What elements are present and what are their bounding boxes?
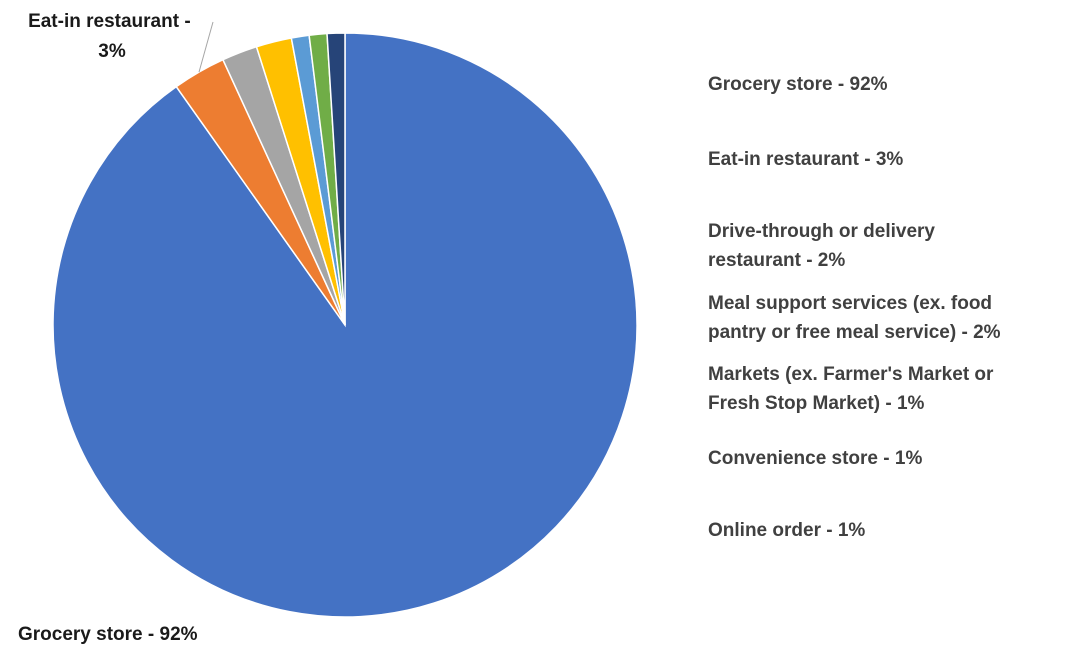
legend-swatch-markets	[688, 367, 702, 381]
legend-item-meal-support: Meal support services (ex. food pantry o…	[688, 289, 1073, 347]
legend-item-convenience-store: Convenience store - 1%	[688, 444, 1073, 473]
legend-label-drive-through: Drive-through or delivery restaurant - 2…	[708, 217, 1073, 275]
legend-label-online-order: Online order - 1%	[708, 520, 866, 541]
data-label-eat-in-restaurant: Eat-in restaurant - 3%	[28, 11, 196, 62]
legend-label-grocery-store: Grocery store - 92%	[708, 74, 888, 95]
legend-swatch-drive-through	[688, 224, 702, 238]
legend-swatch-convenience-store	[688, 451, 702, 465]
legend-swatch-meal-support	[688, 296, 702, 310]
legend-item-markets: Markets (ex. Farmer's Market or Fresh St…	[688, 360, 1073, 418]
legend-label-convenience-store: Convenience store - 1%	[708, 448, 923, 469]
legend-item-eat-in-restaurant: Eat-in restaurant - 3%	[688, 145, 1073, 174]
pie-slices	[52, 32, 638, 618]
legend-item-online-order: Online order - 1%	[688, 516, 1073, 545]
legend-label-line: Meal support services (ex. food	[708, 293, 993, 314]
legend-swatch-online-order	[688, 523, 702, 537]
legend-swatch-eat-in-restaurant	[688, 152, 702, 166]
eat-in-restaurant-leader-line	[198, 21, 214, 73]
data-label-grocery-store: Grocery store - 92%	[18, 624, 198, 645]
legend-label-line: Fresh Stop Market) - 1%	[708, 393, 925, 414]
legend-label-markets: Markets (ex. Farmer's Market or Fresh St…	[708, 360, 1073, 418]
legend-label-line: Markets (ex. Farmer's Market or	[708, 364, 994, 385]
legend-label-line: Drive-through or delivery	[708, 221, 935, 242]
legend-label-line: pantry or free meal service) - 2%	[708, 322, 1001, 343]
legend-swatch-grocery-store	[688, 77, 702, 91]
legend-label-meal-support: Meal support services (ex. food pantry o…	[708, 289, 1073, 347]
legend-item-drive-through: Drive-through or delivery restaurant - 2…	[688, 217, 1073, 275]
legend-label-eat-in-restaurant: Eat-in restaurant - 3%	[708, 149, 904, 170]
legend-label-line: restaurant - 2%	[708, 250, 846, 271]
pie-slice-online-order	[326, 32, 346, 326]
legend-item-grocery-store: Grocery store - 92%	[688, 70, 1073, 99]
